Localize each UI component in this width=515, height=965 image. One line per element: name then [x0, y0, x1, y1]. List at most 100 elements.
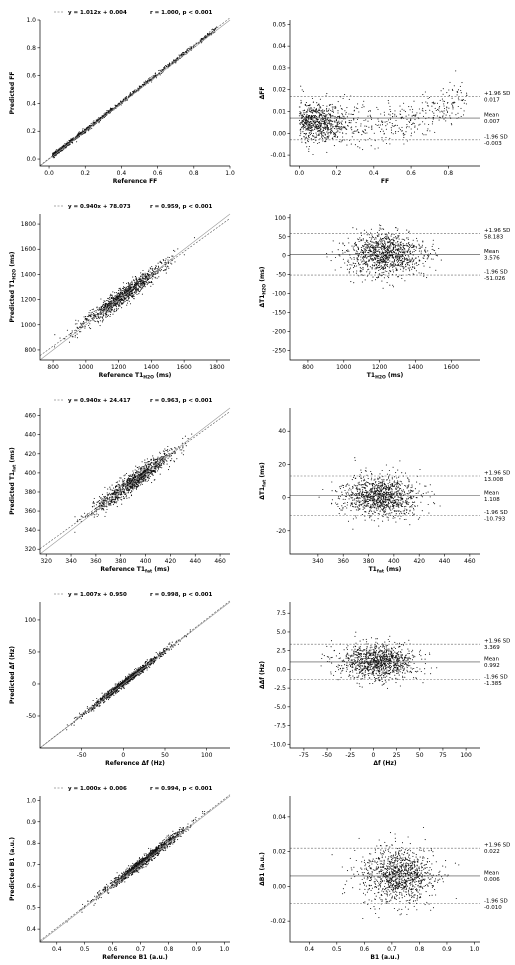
data-point [104, 505, 106, 507]
x-tick-label: 800 [47, 364, 59, 371]
data-point [383, 111, 385, 113]
data-point [348, 271, 350, 273]
data-point [432, 258, 434, 260]
data-point [403, 238, 405, 240]
data-point [183, 254, 185, 256]
data-point [389, 257, 391, 259]
data-point [342, 258, 344, 260]
data-point [326, 105, 328, 107]
data-point [84, 512, 86, 514]
data-point [419, 112, 421, 114]
data-point [107, 308, 110, 311]
data-point [128, 293, 130, 295]
data-point [305, 119, 307, 122]
data-point [415, 261, 417, 264]
data-point [90, 312, 92, 314]
data-point [98, 496, 101, 498]
data-point [411, 261, 413, 263]
data-point [389, 239, 391, 241]
data-point [139, 286, 141, 288]
data-point [341, 114, 343, 116]
data-point [381, 122, 383, 124]
data-point [102, 306, 105, 308]
data-point [320, 118, 322, 120]
data-point [362, 245, 364, 247]
data-point [313, 135, 315, 137]
data-point [322, 123, 324, 125]
data-point [383, 261, 385, 263]
data-point [363, 119, 365, 122]
x-tick-label: 0.8 [444, 170, 454, 177]
data-point [345, 128, 347, 130]
data-point [77, 137, 79, 139]
data-point [431, 245, 433, 247]
data-point [115, 493, 117, 495]
data-point [309, 110, 311, 112]
data-point [359, 266, 361, 268]
data-point [148, 474, 150, 476]
data-point [448, 94, 450, 96]
data-point [428, 123, 430, 126]
data-point [367, 255, 369, 257]
data-point [368, 243, 370, 245]
data-point [75, 330, 77, 332]
data-point [309, 108, 311, 110]
x-tick-label: 1800 [209, 364, 224, 371]
data-point [379, 246, 381, 249]
data-point [420, 252, 422, 254]
data-point [390, 271, 392, 273]
data-point [305, 112, 307, 114]
data-point [372, 241, 374, 243]
data-point [95, 311, 97, 313]
data-point [118, 293, 120, 295]
data-point [140, 288, 142, 290]
data-point [378, 224, 381, 226]
data-point [383, 236, 385, 238]
data-point [363, 100, 365, 102]
data-point [345, 113, 347, 115]
data-point [154, 268, 156, 270]
data-point [121, 289, 123, 292]
data-point [317, 130, 319, 132]
data-point [408, 264, 410, 266]
data-point [401, 277, 403, 279]
data-point [416, 128, 419, 130]
data-point [161, 467, 163, 469]
data-point [118, 301, 120, 303]
data-point [403, 136, 405, 138]
data-point [185, 445, 187, 447]
data-point [200, 38, 202, 40]
data-point [112, 313, 114, 315]
data-point [175, 447, 177, 449]
data-point [81, 129, 84, 131]
legend-stats: r = 1.000, p < 0.001 [150, 10, 212, 16]
data-point [392, 284, 394, 286]
data-point [425, 112, 427, 114]
data-point [88, 125, 90, 127]
data-point [140, 284, 142, 286]
data-point [110, 504, 112, 506]
data-point [403, 143, 405, 145]
data-point [378, 269, 380, 271]
data-point [171, 263, 173, 265]
data-point [148, 281, 150, 283]
data-point [343, 125, 345, 127]
y-tick-label: 0.6 [26, 73, 36, 80]
data-point [367, 245, 369, 248]
data-point [150, 473, 152, 475]
y-tick-label: -150 [272, 310, 286, 317]
data-point [351, 258, 353, 260]
data-point [328, 132, 330, 134]
data-point [433, 114, 435, 117]
data-point [102, 314, 104, 316]
data-point [132, 296, 134, 298]
data-point [68, 139, 70, 141]
data-point [320, 107, 322, 109]
data-point [406, 243, 408, 245]
data-point [135, 281, 137, 283]
data-point [386, 120, 388, 123]
data-point [330, 132, 333, 134]
data-point [393, 262, 395, 265]
data-point [201, 42, 203, 44]
